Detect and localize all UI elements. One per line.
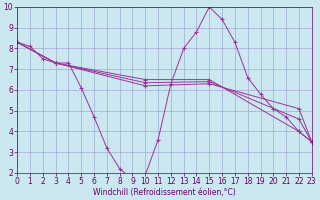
X-axis label: Windchill (Refroidissement éolien,°C): Windchill (Refroidissement éolien,°C) [93, 188, 236, 197]
